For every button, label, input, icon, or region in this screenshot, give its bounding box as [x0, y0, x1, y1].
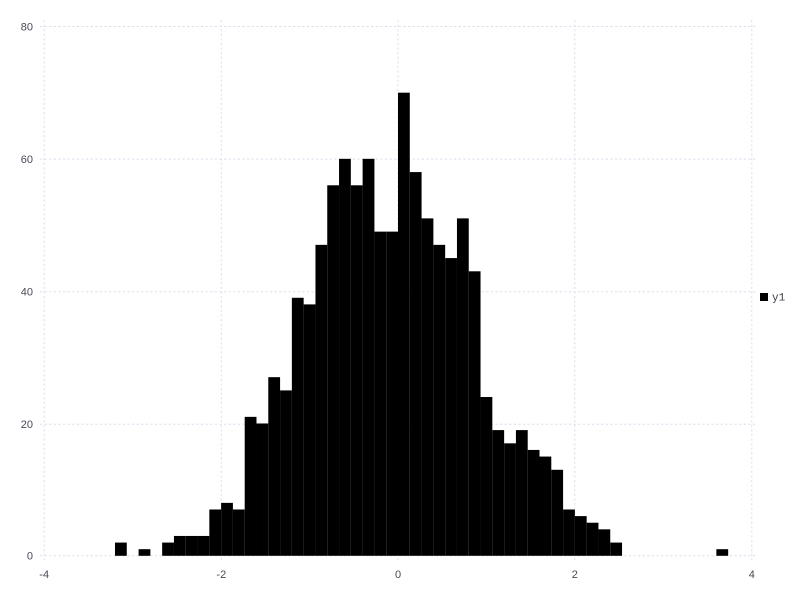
svg-text:4: 4 [749, 569, 755, 581]
svg-text:20: 20 [21, 419, 33, 431]
svg-text:0: 0 [395, 569, 401, 581]
svg-text:60: 60 [21, 154, 33, 166]
svg-text:-2: -2 [216, 569, 226, 581]
svg-text:80: 80 [21, 21, 33, 33]
svg-text:2: 2 [572, 569, 578, 581]
svg-text:0: 0 [27, 551, 33, 563]
svg-text:-4: -4 [39, 569, 49, 581]
svg-text:y1: y1 [772, 293, 786, 305]
svg-text:40: 40 [21, 287, 33, 299]
